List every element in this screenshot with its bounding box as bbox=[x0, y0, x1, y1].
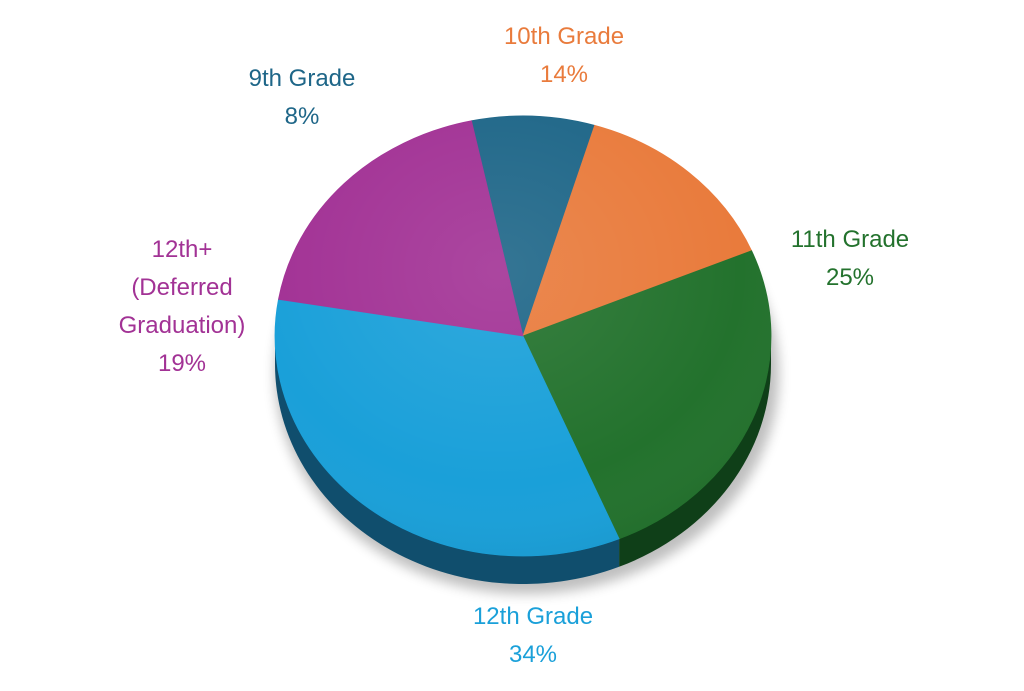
slice-category-grade11: 11th Grade bbox=[790, 226, 910, 253]
slice-label-grade12: 12th Grade 34% bbox=[443, 598, 623, 674]
slice-percent-grade9: 8% bbox=[284, 103, 320, 130]
pie-side-grade12 bbox=[275, 336, 620, 584]
slice-category-grade12: 12th Grade bbox=[472, 603, 594, 630]
slice-category-grade9: 9th Grade bbox=[248, 65, 356, 92]
slice-label-grade11: 11th Grade 25% bbox=[760, 221, 940, 297]
slice-category-grade12plus-line3: Graduation) bbox=[118, 312, 246, 339]
slice-percent-grade11: 25% bbox=[825, 264, 875, 291]
slice-label-grade10: 10th Grade 14% bbox=[474, 18, 654, 94]
slice-category-grade12plus-line1: 12th+ bbox=[151, 236, 213, 263]
slice-category-grade12plus-line2: (Deferred bbox=[131, 274, 233, 301]
slice-label-grade12plus: 12th+ (Deferred Graduation) 19% bbox=[92, 231, 272, 383]
slice-percent-grade12plus: 19% bbox=[157, 350, 207, 377]
slice-label-grade9: 9th Grade 8% bbox=[212, 60, 392, 136]
slice-percent-grade12: 34% bbox=[508, 641, 558, 668]
pie-side-grade11 bbox=[619, 336, 771, 567]
pie-gloss bbox=[275, 116, 771, 556]
slice-category-grade10: 10th Grade bbox=[503, 23, 625, 50]
slice-percent-grade10: 14% bbox=[539, 61, 589, 88]
